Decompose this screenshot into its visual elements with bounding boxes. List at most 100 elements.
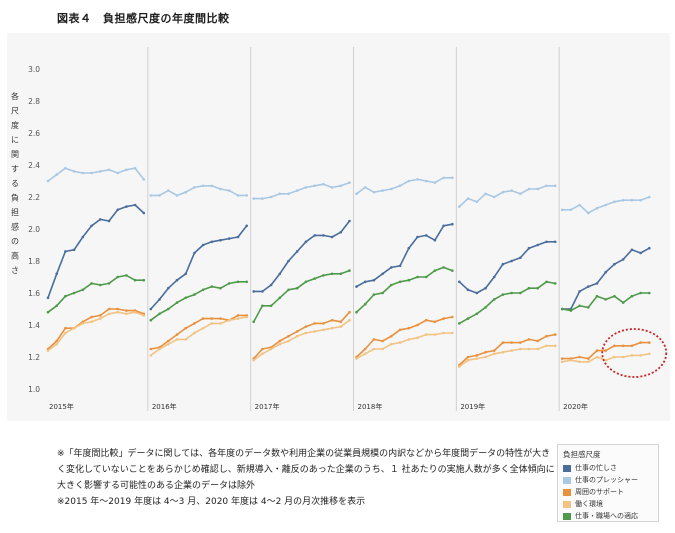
legend-swatch <box>563 476 571 484</box>
data-point <box>46 310 50 314</box>
data-point <box>519 192 522 196</box>
y-axis-title-char: 関 <box>11 150 19 159</box>
figure-title: 図表４ 負担感尺度の年度間比較 <box>57 12 230 25</box>
data-point <box>90 282 93 285</box>
data-point <box>304 325 308 328</box>
series-line <box>47 308 145 350</box>
data-point <box>99 170 102 173</box>
data-point <box>355 310 358 314</box>
data-point <box>484 306 487 309</box>
panel-year-label: 2016年 <box>152 402 177 411</box>
data-point <box>313 330 317 333</box>
legend-label: 仕事・職場への適応 <box>575 512 638 520</box>
data-point <box>390 266 393 269</box>
data-point <box>536 187 539 191</box>
data-point <box>416 323 419 327</box>
data-point <box>55 173 58 176</box>
data-point <box>510 341 513 344</box>
data-point <box>261 304 264 308</box>
data-point <box>569 208 573 212</box>
series-line <box>458 344 556 368</box>
data-point <box>630 354 634 357</box>
data-point <box>330 235 334 239</box>
data-point <box>527 246 531 250</box>
data-point <box>475 291 479 295</box>
y-tick-label: 1.0 <box>28 385 40 394</box>
y-tick-label: 2.6 <box>28 129 40 138</box>
data-point <box>133 166 137 170</box>
y-tick-label: 2.0 <box>28 225 40 234</box>
y-axis-title-char: さ <box>11 266 19 275</box>
data-point <box>398 184 402 188</box>
legend-item-pressure: 仕事のプレッシャー <box>558 474 658 486</box>
data-point <box>99 283 102 287</box>
data-point <box>99 218 102 221</box>
data-point <box>458 280 461 284</box>
data-point <box>398 280 402 284</box>
data-point <box>322 234 325 237</box>
series-line <box>356 332 453 360</box>
data-point <box>269 195 273 199</box>
data-point <box>381 189 384 192</box>
data-point <box>475 357 479 360</box>
data-point <box>639 341 642 344</box>
data-point <box>149 354 153 357</box>
data-point <box>372 338 376 341</box>
data-point <box>587 285 590 288</box>
data-point <box>398 328 402 332</box>
series-line <box>47 167 145 182</box>
y-axis-title-char: 各 <box>11 91 19 101</box>
series-line <box>150 225 248 310</box>
data-point <box>560 360 564 364</box>
series-line <box>253 311 351 360</box>
data-point <box>175 194 179 197</box>
data-point <box>492 195 496 199</box>
data-point <box>416 235 419 239</box>
legend: 負担感尺度 仕事の忙しさ 仕事のプレッシャー 周囲のサポート 働く環境 仕事・職… <box>557 444 659 522</box>
data-point <box>46 349 50 352</box>
data-point <box>278 192 282 196</box>
data-point <box>348 269 351 272</box>
data-point <box>304 240 308 244</box>
data-point <box>560 208 564 212</box>
data-point <box>339 230 343 234</box>
data-point <box>466 317 470 320</box>
data-point <box>433 320 437 324</box>
data-point <box>322 322 325 325</box>
data-point <box>466 358 470 362</box>
y-tick-label: 2.2 <box>28 193 40 202</box>
data-point <box>81 288 85 292</box>
data-point <box>501 190 505 194</box>
data-point <box>451 331 454 335</box>
data-point <box>55 339 58 343</box>
data-point <box>613 262 616 266</box>
data-point <box>475 354 479 357</box>
data-point <box>639 251 642 255</box>
data-point <box>330 186 334 189</box>
data-point <box>295 250 299 253</box>
panel-year-label: 2015年 <box>49 402 74 411</box>
data-point <box>201 326 205 330</box>
data-point <box>560 357 564 360</box>
data-point <box>261 197 264 200</box>
data-point <box>278 272 282 276</box>
data-point <box>578 355 581 359</box>
data-point <box>81 322 85 325</box>
data-point <box>355 285 358 288</box>
series-line <box>47 311 145 352</box>
data-point <box>269 283 273 287</box>
data-point <box>295 189 299 192</box>
data-point <box>295 286 299 290</box>
chart-panel: 1.0 1.2 1.4 1.6 1.8 2.0 2.2 2.4 2.6 2.8 3.0 各尺度に関する… <box>7 33 670 421</box>
data-point <box>363 186 367 189</box>
data-point <box>595 206 599 210</box>
data-point <box>545 334 548 338</box>
data-point <box>407 278 411 282</box>
y-axis-title-char: 度 <box>11 120 19 130</box>
data-point <box>107 168 111 172</box>
data-point <box>604 358 607 362</box>
data-point <box>398 341 402 344</box>
data-point <box>621 258 625 261</box>
data-point <box>595 294 599 298</box>
data-point <box>158 194 161 197</box>
